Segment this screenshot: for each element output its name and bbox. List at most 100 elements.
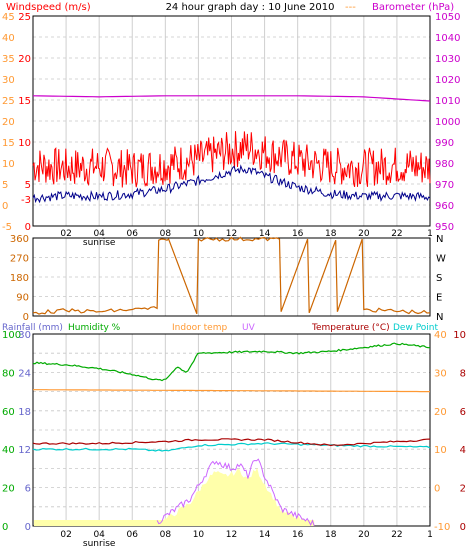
y-tick-right: 1010: [435, 96, 460, 107]
x-sublabel: sunrise: [83, 539, 116, 549]
panel1-yaxis-right: 1050 1040 1030 1020 1010 1000 990 980 970 960 950: [435, 12, 460, 233]
panel3-xaxis: 02 04 06 08 10 12 14 16 18 20 22 1 sunrise: [60, 530, 433, 549]
panel3-series: [32, 342, 431, 527]
x-tick-label: 06: [127, 229, 139, 239]
y-tick-red: 20: [18, 54, 31, 65]
legend-barometer: Barometer (hPa): [372, 2, 454, 13]
series-solar-base: [34, 520, 315, 526]
series-humidity-: [32, 342, 431, 382]
y-tick-right: 960: [435, 201, 454, 212]
y-tick-rain: 6: [25, 484, 31, 495]
y-tick-red: 10: [18, 138, 31, 149]
y-tick-red: 25: [18, 12, 31, 23]
y-tick-humidity: 80: [2, 368, 15, 379]
x-tick-label: 12: [226, 229, 237, 239]
y-tick-rain: 24: [18, 368, 31, 379]
y-tick-temp: 30: [434, 368, 447, 379]
x-tick-label: 08: [160, 530, 172, 540]
x-tick-label: 18: [325, 229, 337, 239]
panel1-frame: [32, 15, 431, 227]
x-tick-label: 1: [427, 229, 433, 239]
series-windspeed: [32, 131, 431, 188]
y-tick-right: 1030: [435, 54, 460, 65]
y-tick-orange: 45: [2, 12, 15, 23]
y-tick-right: 950: [435, 222, 454, 233]
y-tick-rain: 12: [18, 445, 31, 456]
y-tick-humidity: 0: [2, 522, 8, 533]
x-tick-label: 10: [193, 530, 205, 540]
y-tick-orange: 30: [2, 75, 15, 86]
x-tick-label: 10: [193, 229, 205, 239]
y-tick-orange: 15: [2, 138, 15, 149]
y-tick-right: 1020: [435, 75, 460, 86]
x-tick-label: 02: [60, 530, 71, 540]
y-tick-rain: 0: [25, 522, 31, 533]
series-uv: [156, 458, 315, 527]
x-tick-label: 22: [391, 229, 402, 239]
y-tick-temp: -10: [434, 522, 450, 533]
y-tick-direction: 0: [23, 312, 29, 323]
y-tick-temp: 0: [434, 484, 440, 495]
x-tick-label: 08: [160, 229, 172, 239]
y-tick-scale: 8: [460, 368, 466, 379]
x-tick-label: 18: [325, 530, 337, 540]
x-tick-label: 14: [259, 530, 271, 540]
x-tick-label: 16: [292, 229, 304, 239]
y-tick-humidity: 40: [2, 445, 15, 456]
y-tick-orange: -5: [2, 222, 12, 233]
y-compass-label: E: [436, 293, 442, 304]
legend-rainfall: Rainfall (mm): [2, 323, 63, 333]
panel2-grid: [33, 238, 431, 316]
y-tick-right: 990: [435, 138, 454, 149]
chart-title: 24 hour graph day : 10 June 2010: [166, 2, 335, 13]
y-compass-label: N: [436, 234, 443, 245]
x-tick-label: 04: [93, 530, 105, 540]
y-tick-humidity: 20: [2, 484, 15, 495]
y-tick-red: 5: [25, 180, 31, 191]
y-tick-humidity: 60: [2, 407, 15, 418]
x-tick-label: 04: [93, 229, 105, 239]
y-tick-direction: 270: [10, 254, 29, 265]
y-tick-temp: 40: [434, 330, 447, 341]
y-tick-red: 0: [25, 222, 31, 233]
y-tick-red: 15: [18, 96, 31, 107]
legend-dew-point: Dew Point: [393, 323, 439, 333]
series-temperature-c-: [32, 438, 431, 447]
y-tick-orange: 5: [2, 180, 8, 191]
y-compass-label: W: [436, 254, 446, 265]
y-tick-direction: 180: [10, 273, 29, 284]
y-tick-orange: 20: [2, 117, 15, 128]
y-tick-right: 980: [435, 159, 454, 170]
x-tick-label: 22: [391, 530, 402, 540]
y-tick-red: -3: [21, 195, 31, 206]
legend-uv: UV: [242, 323, 256, 333]
series-wind-direction: [32, 236, 431, 315]
y-tick-direction: 90: [16, 293, 29, 304]
y-tick-right: 1000: [435, 117, 460, 128]
y-tick-orange: 40: [2, 33, 15, 44]
y-tick-scale: 10: [453, 330, 466, 341]
series-dew-point: [32, 442, 431, 452]
x-tick-label: 06: [127, 530, 139, 540]
x-tick-label: 20: [358, 229, 370, 239]
x-tick-label: 20: [358, 530, 370, 540]
legend-windspeed: Windspeed (m/s): [6, 2, 91, 13]
panel2-yaxis-left: 360 270 180 90 0: [10, 234, 29, 323]
y-tick-orange: 25: [2, 96, 15, 107]
y-tick-right: 970: [435, 180, 454, 191]
panel2-series: [32, 236, 431, 315]
y-compass-label: S: [436, 273, 442, 284]
baro-legend-marker: ---: [345, 2, 356, 13]
series-gust: [32, 164, 431, 204]
y-tick-direction: 360: [10, 234, 29, 245]
y-tick-orange: 0: [2, 201, 8, 212]
x-tick-label: 02: [60, 229, 71, 239]
series-indoor-temp: [33, 389, 430, 393]
y-tick-temp: 20: [434, 407, 447, 418]
y-tick-scale: 2: [460, 484, 466, 495]
legend-indoor-temp: Indoor temp: [172, 323, 227, 333]
